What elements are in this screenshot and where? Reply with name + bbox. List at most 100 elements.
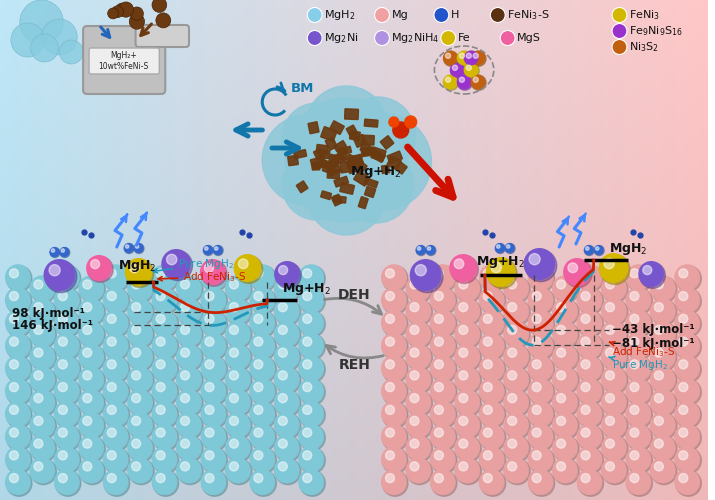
Circle shape <box>679 360 688 369</box>
Circle shape <box>132 439 141 448</box>
FancyBboxPatch shape <box>294 150 307 158</box>
Circle shape <box>254 474 263 482</box>
Circle shape <box>127 389 153 415</box>
Circle shape <box>508 439 517 448</box>
Circle shape <box>6 334 32 360</box>
Circle shape <box>529 288 555 314</box>
Circle shape <box>464 63 479 78</box>
Circle shape <box>426 246 436 256</box>
Circle shape <box>156 382 165 392</box>
Text: −43 kJ·mol⁻¹: −43 kJ·mol⁻¹ <box>611 322 694 336</box>
Circle shape <box>651 458 677 484</box>
Circle shape <box>532 382 541 392</box>
Circle shape <box>383 288 408 314</box>
Circle shape <box>134 243 144 253</box>
Circle shape <box>225 412 251 438</box>
Circle shape <box>298 310 324 336</box>
Circle shape <box>251 356 277 382</box>
Circle shape <box>606 462 614 471</box>
Circle shape <box>454 366 480 392</box>
Circle shape <box>584 245 593 255</box>
Circle shape <box>556 326 566 334</box>
Circle shape <box>5 424 31 450</box>
Circle shape <box>674 401 700 427</box>
Circle shape <box>430 469 455 495</box>
Circle shape <box>455 300 481 326</box>
Circle shape <box>298 287 324 313</box>
Circle shape <box>430 355 455 381</box>
Circle shape <box>626 287 651 313</box>
FancyBboxPatch shape <box>136 25 189 47</box>
Circle shape <box>601 412 627 438</box>
Circle shape <box>568 263 578 272</box>
FancyBboxPatch shape <box>346 158 359 170</box>
Circle shape <box>601 276 627 301</box>
Circle shape <box>54 287 79 313</box>
Circle shape <box>177 300 203 326</box>
Circle shape <box>275 262 301 288</box>
Circle shape <box>430 264 455 290</box>
Circle shape <box>450 62 465 78</box>
Circle shape <box>496 244 500 248</box>
Circle shape <box>602 345 628 371</box>
Circle shape <box>381 378 407 404</box>
Circle shape <box>78 298 104 324</box>
Circle shape <box>654 302 664 312</box>
Circle shape <box>643 266 652 274</box>
Circle shape <box>528 401 553 427</box>
Circle shape <box>627 448 652 473</box>
Circle shape <box>254 428 263 437</box>
Circle shape <box>55 288 81 314</box>
Circle shape <box>505 390 531 416</box>
Circle shape <box>162 249 191 279</box>
Circle shape <box>375 8 390 22</box>
Circle shape <box>156 406 165 414</box>
Circle shape <box>298 355 324 381</box>
Circle shape <box>503 458 529 483</box>
Circle shape <box>132 326 141 334</box>
FancyBboxPatch shape <box>329 154 340 164</box>
Circle shape <box>302 269 312 278</box>
Circle shape <box>405 434 431 460</box>
Circle shape <box>302 451 312 460</box>
Circle shape <box>676 380 701 406</box>
Circle shape <box>41 19 77 55</box>
Circle shape <box>34 439 43 448</box>
FancyBboxPatch shape <box>314 148 324 160</box>
Circle shape <box>181 371 189 380</box>
Circle shape <box>431 311 457 337</box>
Circle shape <box>435 269 443 278</box>
Circle shape <box>79 413 105 439</box>
Circle shape <box>410 280 419 289</box>
Circle shape <box>479 332 505 358</box>
Circle shape <box>9 269 19 278</box>
Circle shape <box>205 292 214 300</box>
Circle shape <box>177 276 203 302</box>
Circle shape <box>54 424 79 450</box>
Circle shape <box>300 402 325 428</box>
FancyBboxPatch shape <box>360 142 370 152</box>
Circle shape <box>435 314 443 324</box>
Circle shape <box>483 451 492 460</box>
Circle shape <box>129 436 154 462</box>
Circle shape <box>503 276 529 301</box>
Circle shape <box>674 469 700 495</box>
Text: FeNi$_3$-S: FeNi$_3$-S <box>507 8 550 22</box>
Circle shape <box>602 276 628 302</box>
Circle shape <box>581 337 590 346</box>
Circle shape <box>473 77 478 82</box>
Circle shape <box>506 244 515 254</box>
Circle shape <box>495 244 506 254</box>
Circle shape <box>34 416 43 426</box>
Circle shape <box>302 337 312 346</box>
FancyBboxPatch shape <box>321 126 337 142</box>
Circle shape <box>34 462 43 471</box>
Circle shape <box>129 263 139 272</box>
Circle shape <box>104 470 129 496</box>
FancyBboxPatch shape <box>353 160 367 174</box>
Circle shape <box>529 266 555 291</box>
Circle shape <box>578 425 603 451</box>
Circle shape <box>676 334 701 360</box>
Circle shape <box>459 416 468 426</box>
Circle shape <box>274 344 300 369</box>
